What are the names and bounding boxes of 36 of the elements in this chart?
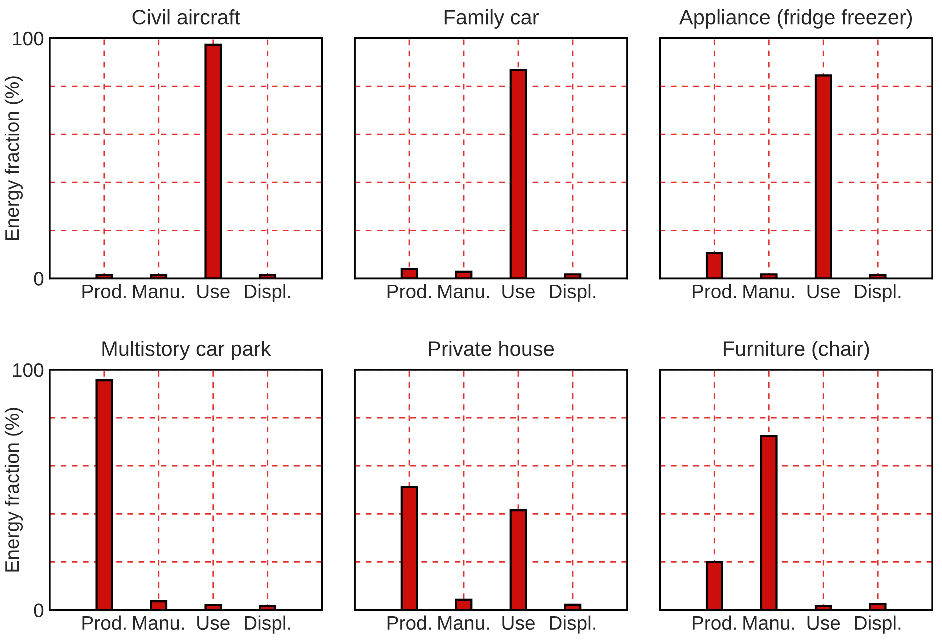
- x-tick-label: Displ.: [855, 284, 901, 302]
- y-tick-label: 100: [13, 363, 44, 378]
- x-tick-label: Displ.: [550, 616, 596, 634]
- x-tick-label: Displ.: [855, 616, 901, 634]
- x-tick-label: Use: [198, 284, 230, 299]
- chart-title: Appliance (fridge freezer): [679, 9, 912, 29]
- y-tick-label: 0: [34, 604, 44, 618]
- y-tick-label: 0: [34, 272, 44, 286]
- x-tick-label: Manu.: [438, 616, 490, 630]
- y-axis-title: Energy fraction (%): [4, 76, 24, 240]
- chart-title: Furniture (chair): [724, 341, 870, 360]
- x-tick-label: Prod.: [82, 616, 126, 630]
- x-tick-label: Use: [808, 284, 840, 299]
- x-tick-label: Manu.: [438, 284, 490, 299]
- x-tick-label: Prod.: [693, 284, 736, 299]
- x-tick-label: Displ.: [245, 616, 290, 634]
- y-tick-label: 100: [13, 32, 44, 46]
- x-tick-label: Prod.: [693, 616, 736, 630]
- x-tick-label: Manu.: [744, 616, 794, 630]
- chart-title: Multistory car park: [102, 341, 272, 360]
- x-tick-label: Prod.: [388, 284, 431, 299]
- x-tick-label: Manu.: [133, 284, 184, 299]
- x-tick-label: Use: [502, 616, 535, 630]
- y-axis-title: Energy fraction (%): [4, 408, 24, 572]
- x-tick-label: Displ.: [550, 284, 596, 302]
- x-tick-label: Use: [502, 284, 535, 299]
- x-tick-label: Manu.: [133, 616, 184, 630]
- x-tick-label: Prod.: [388, 616, 431, 630]
- chart-title: Family car: [444, 9, 539, 29]
- x-tick-label: Displ.: [245, 284, 290, 302]
- chart-title: Civil aircraft: [132, 9, 240, 25]
- x-tick-label: Manu.: [744, 284, 794, 299]
- x-tick-label: Prod.: [82, 284, 126, 299]
- x-tick-label: Use: [198, 616, 230, 630]
- chart-title: Private house: [429, 341, 554, 356]
- x-tick-label: Use: [808, 616, 840, 630]
